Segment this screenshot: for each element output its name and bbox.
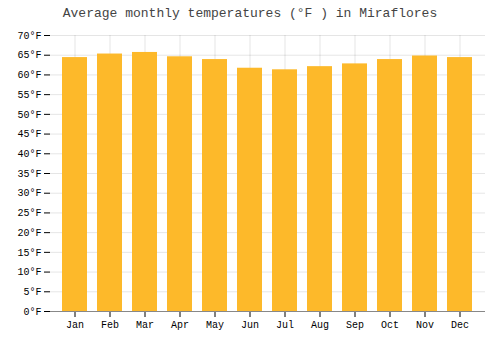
svg-text:30°F: 30°F	[17, 188, 41, 199]
svg-text:Apr: Apr	[171, 320, 189, 331]
svg-text:0°F: 0°F	[23, 307, 41, 318]
svg-text:35°F: 35°F	[17, 169, 41, 180]
svg-text:25°F: 25°F	[17, 208, 41, 219]
svg-text:Jan: Jan	[66, 320, 84, 331]
svg-text:Sep: Sep	[346, 320, 364, 331]
svg-text:Nov: Nov	[416, 320, 434, 331]
svg-text:5°F: 5°F	[23, 287, 41, 298]
svg-text:45°F: 45°F	[17, 129, 41, 140]
svg-text:15°F: 15°F	[17, 248, 41, 259]
svg-text:Jul: Jul	[276, 320, 294, 331]
svg-text:Oct: Oct	[381, 320, 399, 331]
svg-text:Mar: Mar	[136, 320, 154, 331]
html-text:Average monthly temperatures (: Average monthly temperatures (°F ) in Mi…	[62, 6, 438, 21]
svg-text:50°F: 50°F	[17, 110, 41, 121]
svg-text:65°F: 65°F	[17, 50, 41, 61]
svg-text:Jun: Jun	[241, 320, 259, 331]
svg-text:Aug: Aug	[311, 320, 329, 331]
svg-text:May: May	[206, 320, 224, 331]
svg-text:Feb: Feb	[101, 320, 119, 331]
svg-text:Dec: Dec	[451, 320, 469, 331]
svg-text:10°F: 10°F	[17, 267, 41, 278]
svg-text:70°F: 70°F	[17, 31, 41, 42]
svg-text:60°F: 60°F	[17, 70, 41, 81]
svg-text:20°F: 20°F	[17, 228, 41, 239]
svg-text:55°F: 55°F	[17, 90, 41, 101]
svg-text:40°F: 40°F	[17, 149, 41, 160]
